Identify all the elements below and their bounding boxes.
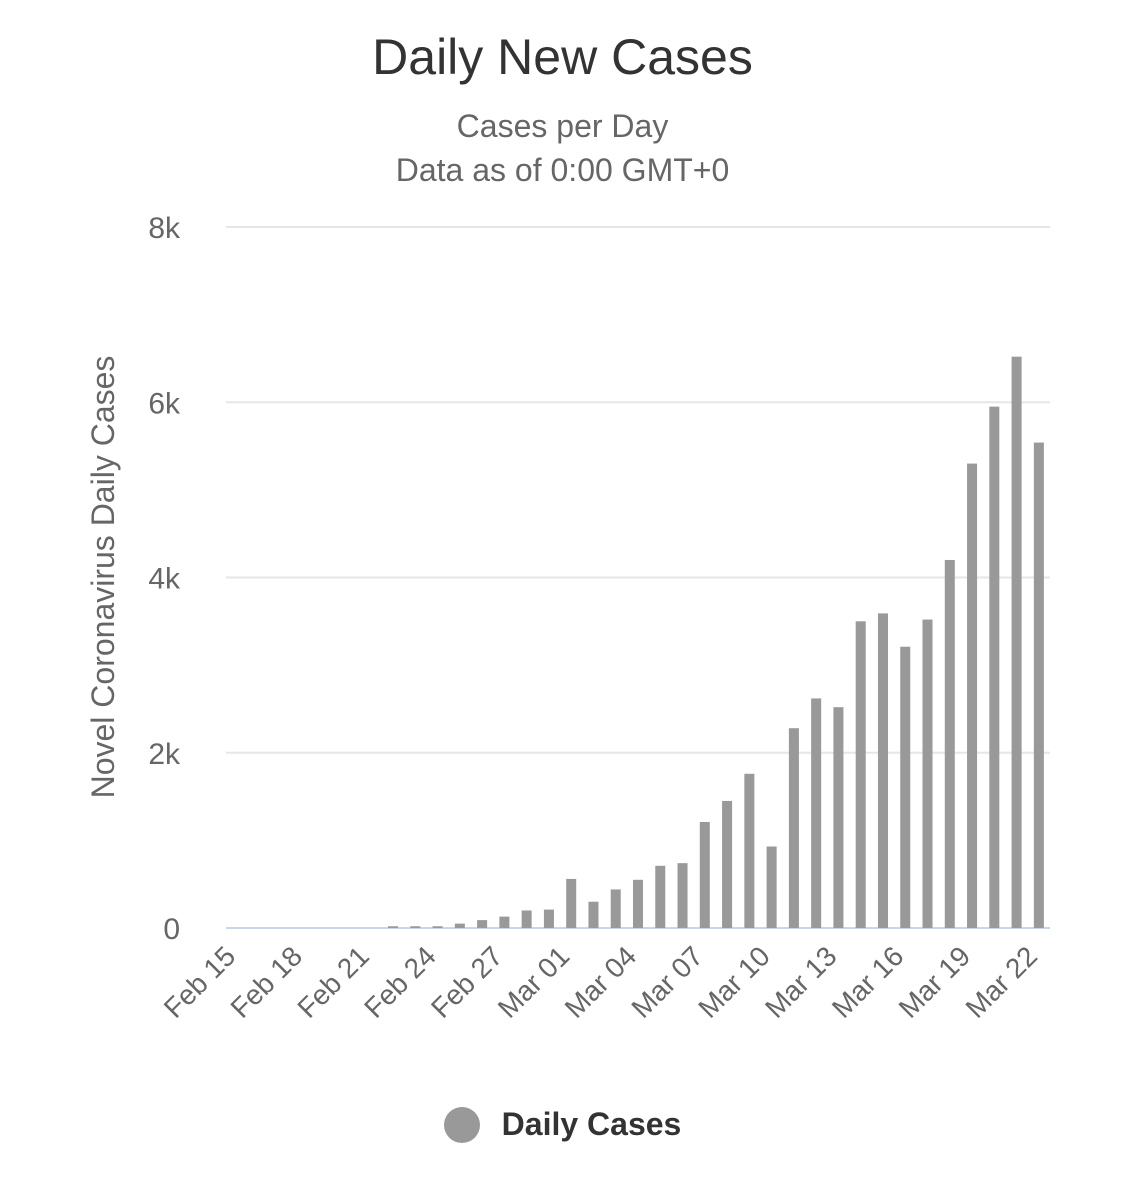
x-tick-label: Mar 22 [960,940,1044,1024]
chart-subtitle: Cases per Day [456,108,669,144]
chart-title: Daily New Cases [372,29,753,85]
bar[interactable] [833,707,844,928]
x-tick-label: Feb 18 [225,940,309,1024]
x-tick-label: Mar 16 [826,940,910,1024]
x-tick-label: Mar 13 [759,940,843,1024]
bar[interactable] [699,821,710,928]
bar[interactable] [499,916,510,928]
bar[interactable] [788,728,799,928]
legend-label: Daily Cases [501,1106,682,1142]
bar[interactable] [722,800,733,928]
bar[interactable] [1011,356,1022,928]
bar[interactable] [410,926,421,928]
bars [388,356,1044,929]
x-tick-label: Mar 04 [559,940,643,1024]
bar[interactable] [877,613,888,928]
bar[interactable] [543,909,554,928]
y-axis-label: Novel Coronavirus Daily Cases [85,356,121,799]
bar[interactable] [766,846,777,928]
bar[interactable] [967,463,978,928]
bar[interactable] [432,926,443,928]
legend-marker [443,1106,480,1143]
bar[interactable] [922,619,933,928]
x-tick-label: Mar 07 [626,940,710,1024]
bar[interactable] [388,926,399,928]
chart-subtitle-date: Data as of 0:00 GMT+0 [395,152,730,188]
y-tick-label: 2k [148,738,181,771]
y-tick-label: 8k [148,212,181,245]
bar[interactable] [610,889,621,928]
bar[interactable] [944,559,955,928]
bar[interactable] [477,920,488,928]
x-tick-label: Feb 21 [291,940,375,1024]
bar[interactable] [1033,442,1044,928]
x-tick-label: Feb 15 [158,940,242,1024]
bar[interactable] [454,923,465,928]
y-tick-label: 6k [148,387,181,420]
x-tick-label: Mar 10 [692,940,776,1024]
x-tick-label: Feb 27 [425,940,509,1024]
bar[interactable] [632,879,644,928]
bar[interactable] [521,910,532,928]
x-tick-label: Feb 24 [358,940,442,1024]
y-tick-label: 0 [163,913,180,946]
bar[interactable] [655,865,666,928]
bar[interactable] [900,646,911,928]
bar[interactable] [744,773,755,928]
y-axis-ticks: 0 2k 4k 6k 8k [148,212,181,946]
y-tick-label: 4k [148,563,181,596]
bar[interactable] [989,406,1000,929]
bar[interactable] [811,698,822,928]
legend[interactable]: Daily Cases [0,1106,1125,1143]
x-tick-label: Mar 01 [492,940,576,1024]
bar[interactable] [855,621,866,928]
bar[interactable] [588,901,599,928]
bar[interactable] [677,863,688,928]
x-tick-label: Mar 19 [893,940,977,1024]
bar[interactable] [566,878,577,928]
gridlines [226,226,1050,929]
